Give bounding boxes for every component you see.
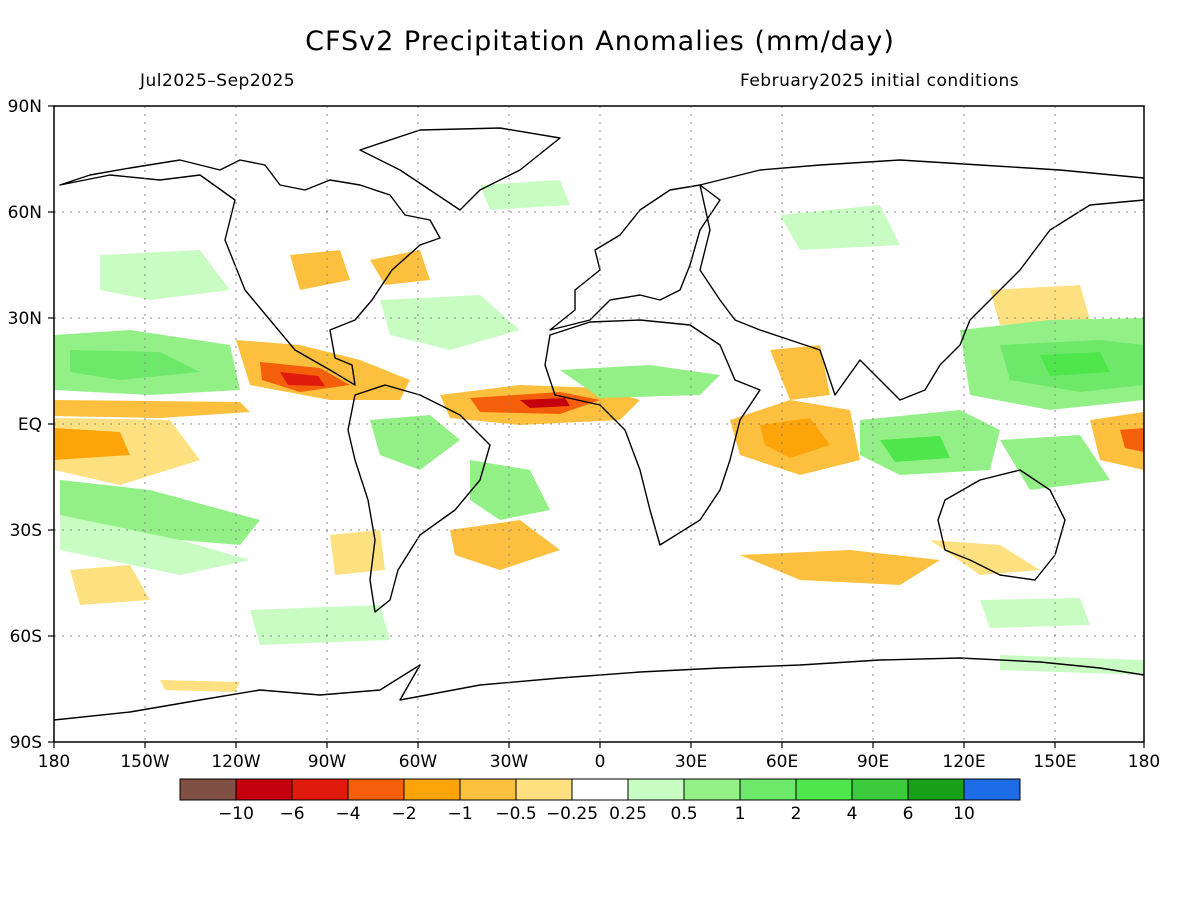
dry-anomaly-date-line-core: [54, 428, 130, 460]
colorbar-swatch: [179, 778, 237, 801]
lat-label: 90S: [10, 733, 42, 753]
north-america-coastline: [59, 159, 441, 386]
wet-anomaly-north-america: [100, 250, 230, 300]
colorbar-label: −1: [447, 804, 472, 824]
dry-anomaly-chile: [330, 530, 385, 575]
wet-anomaly-siberia: [780, 205, 900, 250]
colorbar-label: 4: [847, 804, 858, 824]
dry-anomaly-south-pacific: [70, 565, 150, 605]
lat-label: 60S: [10, 627, 42, 647]
europe-coastline: [549, 184, 721, 331]
wet-anomaly-west-pacific-max: [1040, 352, 1110, 376]
dry-anomaly-patagonia: [160, 680, 240, 692]
colorbar-swatch: [515, 778, 573, 801]
lon-label: 90W: [308, 752, 347, 772]
lon-label: 90E: [857, 752, 889, 772]
south-america-coastline: [347, 384, 491, 613]
wet-anomaly-south-pacific-light: [60, 515, 250, 575]
lon-label: 180: [1128, 752, 1160, 772]
dry-anomaly-tropical-atlantic-max: [520, 398, 570, 408]
forecast-period: Jul2025–Sep2025: [140, 71, 296, 91]
colorbar-label: −4: [335, 804, 360, 824]
axis-ticks: [48, 105, 1145, 748]
graticule: [54, 106, 1144, 742]
dry-anomaly-east-us: [290, 250, 350, 290]
colorbar-swatch: [739, 778, 797, 801]
wet-anomaly-southern-ocean: [250, 605, 390, 645]
anomaly-field: [54, 180, 1144, 692]
wet-anomaly-southern-ocean-east: [980, 598, 1090, 628]
dry-anomaly-north-atlantic: [370, 250, 430, 285]
lat-label: 30S: [10, 521, 42, 541]
lat-label: 90N: [8, 97, 42, 117]
dry-anomaly-south-indian-east: [930, 540, 1040, 575]
wet-anomaly-south-atlantic: [470, 460, 550, 520]
colorbar-label: 1: [735, 804, 746, 824]
dry-anomaly-central-america-max: [280, 372, 325, 386]
colorbar-swatch: [347, 778, 405, 801]
africa-coastline: [544, 319, 761, 546]
colorbar-label: 2: [791, 804, 802, 824]
dry-anomaly-south-atlantic: [450, 520, 560, 570]
lon-label: 120W: [211, 752, 260, 772]
lon-label: 120E: [942, 752, 985, 772]
colorbar-swatch: [851, 778, 909, 801]
wet-anomaly-greenland-sea: [480, 180, 570, 210]
lon-label: 180: [38, 752, 70, 772]
asia-coastline: [699, 159, 1144, 401]
wet-anomaly-maritime-continent-core: [880, 436, 950, 462]
colorbar-label: −2: [391, 804, 416, 824]
lon-label: 150E: [1033, 752, 1076, 772]
wet-anomaly-amazon: [370, 415, 460, 470]
colorbar-swatch: [459, 778, 517, 801]
lat-label: 30N: [8, 309, 42, 329]
colorbar-label: 10: [953, 804, 975, 824]
dry-anomaly-north-pacific: [990, 285, 1090, 325]
colorbar-swatch: [627, 778, 685, 801]
australia-coastline: [937, 469, 1066, 581]
antarctica-coastline: [54, 657, 1144, 721]
colorbar-label: 0.25: [609, 804, 647, 824]
wet-anomaly-north-pacific-core: [70, 350, 200, 380]
dry-anomaly-east-pacific: [54, 400, 250, 418]
colorbar-swatch: [403, 778, 461, 801]
lat-label: 60N: [8, 203, 42, 223]
map-title: CFSv2 Precipitation Anomalies (mm/day): [305, 26, 895, 57]
wet-anomaly-south-west-pacific: [1000, 435, 1110, 490]
colorbar-label: −0.5: [495, 804, 536, 824]
lon-label: 0: [595, 752, 606, 772]
greenland-coastline: [359, 127, 561, 211]
lon-label: 150W: [120, 752, 169, 772]
colorbar: −10 −6 −4 −2 −1 −0.5 −0.25 0.25 0.5 1 2 4 6 10: [179, 778, 1021, 824]
wet-anomaly-sahel: [560, 365, 720, 398]
colorbar-swatch: [907, 778, 965, 801]
colorbar-label: −10: [218, 804, 254, 824]
initial-conditions-label: February2025 initial conditions: [740, 71, 1020, 91]
lon-label: 60E: [766, 752, 798, 772]
colorbar-swatch: [963, 778, 1021, 801]
dry-anomaly-west-pacific-core: [1120, 428, 1144, 452]
colorbar-label: −0.25: [546, 804, 598, 824]
colorbar-swatch: [683, 778, 741, 801]
dry-anomaly-indian-ocean-core: [760, 418, 830, 458]
lon-label: 60W: [399, 752, 438, 772]
lat-label: EQ: [18, 415, 42, 435]
colorbar-swatch: [795, 778, 853, 801]
colorbar-swatch: [235, 778, 293, 801]
wet-anomaly-atlantic: [380, 295, 520, 350]
colorbar-swatch: [571, 778, 629, 801]
lon-label: 30W: [490, 752, 529, 772]
lon-label: 30E: [675, 752, 707, 772]
colorbar-swatch: [291, 778, 349, 801]
coastlines: [54, 127, 1144, 721]
dry-anomaly-south-indian: [740, 550, 940, 585]
colorbar-label: −6: [279, 804, 304, 824]
map-panel: [54, 106, 1144, 742]
colorbar-label: 0.5: [670, 804, 697, 824]
colorbar-label: 6: [903, 804, 914, 824]
dry-anomaly-west-pacific: [1090, 412, 1144, 470]
dry-anomaly-arabian-sea: [770, 345, 830, 400]
